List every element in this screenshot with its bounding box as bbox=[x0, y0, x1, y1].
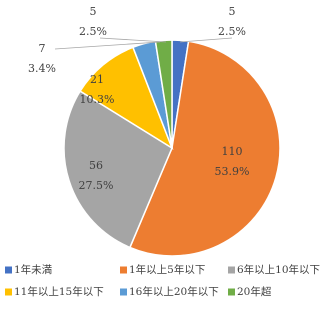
percent-label: 10.3% bbox=[80, 93, 115, 106]
data-label: 5 bbox=[90, 5, 97, 18]
legend-swatch bbox=[120, 266, 127, 274]
pie-slice bbox=[128, 40, 281, 257]
data-label: 21 bbox=[90, 73, 104, 86]
data-label: 5 bbox=[229, 5, 236, 18]
legend-label: 11年以上15年以下 bbox=[14, 285, 104, 298]
leader-line bbox=[99, 37, 167, 43]
legend-label: 20年超 bbox=[237, 285, 272, 298]
legend-label: 16年以上20年以下 bbox=[129, 285, 219, 298]
pie-slice bbox=[63, 90, 173, 249]
legend-swatch bbox=[5, 288, 12, 296]
percent-label: 3.4% bbox=[28, 62, 56, 75]
legend-swatch bbox=[120, 288, 127, 296]
legend-swatch bbox=[228, 288, 235, 296]
data-label: 110 bbox=[222, 145, 243, 158]
legend-label: 6年以上10年以下 bbox=[237, 263, 320, 276]
legend-label: 1年未満 bbox=[14, 263, 53, 276]
legend-swatch bbox=[228, 266, 235, 274]
legend-swatch bbox=[5, 266, 12, 274]
data-label: 56 bbox=[89, 159, 103, 172]
leader-line bbox=[179, 37, 233, 43]
leader-line bbox=[54, 41, 161, 50]
legend-label: 1年以上5年以下 bbox=[129, 263, 205, 276]
percent-label: 53.9% bbox=[215, 165, 250, 178]
data-label: 7 bbox=[39, 42, 46, 55]
percent-label: 2.5% bbox=[218, 25, 246, 38]
percent-label: 27.5% bbox=[79, 179, 114, 192]
pie-slice bbox=[79, 46, 174, 150]
percent-label: 2.5% bbox=[79, 25, 107, 38]
